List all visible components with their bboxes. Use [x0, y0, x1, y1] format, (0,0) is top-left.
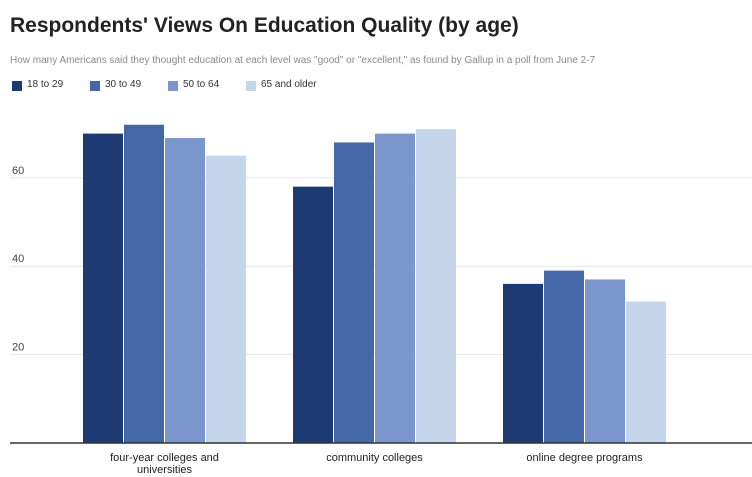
bar-2-0	[503, 283, 543, 443]
chart-title: Respondents' Views On Education Quality …	[10, 14, 519, 37]
legend-label-18-29: 18 to 29	[27, 79, 64, 90]
bar-0-0	[83, 133, 123, 443]
legend-label-30-49: 30 to 49	[105, 79, 142, 90]
legend-item-65-older: 65 and older	[246, 79, 317, 91]
legend-swatch-18-29	[12, 81, 22, 91]
x-category-label-1: community colleges	[326, 452, 423, 464]
y-tick-label-60: 60	[12, 165, 24, 177]
bar-1-0	[293, 186, 333, 443]
legend-swatch-30-49	[90, 81, 100, 91]
legend-item-30-49: 30 to 49	[90, 79, 143, 91]
y-tick-label-40: 40	[12, 253, 24, 265]
bar-2-3	[626, 301, 666, 443]
bar-2-2	[585, 279, 625, 443]
x-category-label-0: four-year colleges and universities	[110, 452, 219, 476]
bar-0-1	[124, 124, 164, 443]
y-tick-label-20: 20	[12, 342, 24, 354]
bar-1-2	[375, 133, 415, 443]
chart-subtitle: How many Americans said they thought edu…	[10, 55, 596, 66]
legend-swatch-50-64	[168, 81, 178, 91]
bar-1-1	[334, 142, 374, 443]
bar-0-3	[206, 155, 246, 443]
legend-item-50-64: 50 to 64	[168, 79, 221, 91]
legend-label-50-64: 50 to 64	[183, 79, 220, 90]
bar-2-1	[544, 270, 584, 443]
bar-1-3	[416, 129, 456, 443]
x-category-label-2: online degree programs	[526, 452, 643, 464]
legend-swatch-65-older	[246, 81, 256, 91]
legend-item-18-29: 18 to 29	[12, 79, 65, 91]
bar-0-2	[165, 138, 205, 443]
legend-label-65-older: 65 and older	[261, 79, 317, 90]
